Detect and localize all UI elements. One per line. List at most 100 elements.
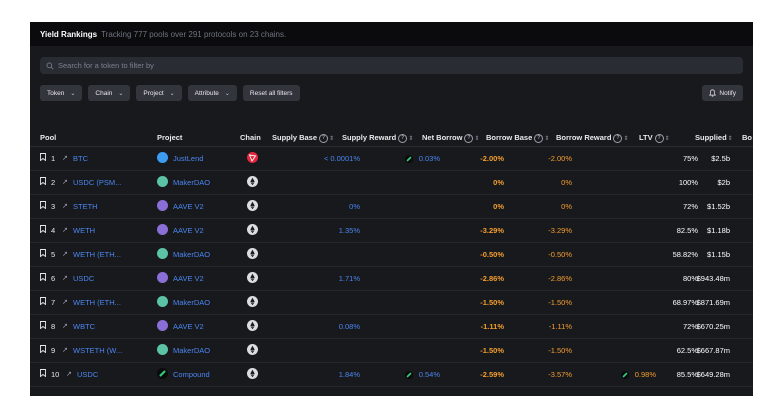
project-name-link[interactable]: MakerDAO xyxy=(173,298,211,307)
table-row[interactable]: 5 ↗ WETH (ETH... MakerDAO -0.50% -0.50% 58.82%… xyxy=(30,242,753,267)
pool-symbol-link[interactable]: USDC (PSM... xyxy=(73,178,122,187)
external-link-icon[interactable]: ↗ xyxy=(66,371,72,378)
column-supply-base[interactable]: Supply Base? ⇕ xyxy=(272,133,334,143)
column-label: Borrow Reward xyxy=(556,133,612,142)
sort-icon[interactable]: ⇕ xyxy=(623,136,629,142)
supply-base-value: < 0.0001% xyxy=(323,154,360,163)
column-chain[interactable]: Chain xyxy=(240,133,261,142)
chevron-down-icon: ⌄ xyxy=(70,90,76,97)
ltv-value: 100% xyxy=(678,178,698,187)
column-borrow-base[interactable]: Borrow Base? ⇕ xyxy=(486,133,549,143)
bookmark-icon[interactable] xyxy=(40,273,46,282)
bookmark-icon[interactable] xyxy=(40,369,46,378)
external-link-icon[interactable]: ↗ xyxy=(62,203,68,210)
table-row[interactable]: 3 ↗ STETH AAVE V2 0% 0% 0% 72% $1.52b xyxy=(30,194,753,219)
ltv: 72% xyxy=(683,322,698,331)
sort-icon[interactable]: ⇕ xyxy=(664,136,670,142)
notify-button[interactable]: Notify xyxy=(702,85,743,101)
pool-symbol-link[interactable]: WETH (ETH... xyxy=(73,298,121,307)
project-name-link[interactable]: AAVE V2 xyxy=(173,202,204,211)
table-row[interactable]: 1 ↗ BTC JustLend < 0.0001% 0.03% -2.00% -2.00% 7… xyxy=(30,146,753,171)
external-link-icon[interactable]: ↗ xyxy=(62,179,68,186)
bookmark-icon[interactable] xyxy=(40,153,46,162)
ltv-value: 72% xyxy=(682,322,698,331)
pool-symbol-link[interactable]: USDC xyxy=(73,274,95,283)
bookmark-icon[interactable] xyxy=(40,321,46,330)
pool-symbol-link[interactable]: WBTC xyxy=(73,322,96,331)
table-row[interactable]: 7 ↗ WETH (ETH... MakerDAO -1.50% -1.50% 68.97%… xyxy=(30,290,753,315)
search-icon xyxy=(46,62,54,69)
column-label: Net Borrow xyxy=(422,133,463,142)
column-label: Bo xyxy=(742,133,752,142)
column-project[interactable]: Project xyxy=(157,133,182,142)
column-borrow-reward[interactable]: Borrow Reward? ⇕ xyxy=(556,133,628,143)
column-net-borrow[interactable]: Net Borrow? ⇕ xyxy=(422,133,479,143)
help-icon[interactable]: ? xyxy=(398,133,408,143)
help-icon[interactable]: ? xyxy=(613,133,623,143)
external-link-icon[interactable]: ↗ xyxy=(62,251,68,258)
table-row[interactable]: 2 ↗ USDC (PSM... MakerDAO 0% 0% 100% $2b xyxy=(30,170,753,195)
pool-symbol-link[interactable]: USDC xyxy=(77,370,99,379)
project-name-link[interactable]: AAVE V2 xyxy=(173,322,204,331)
pool-symbol-link[interactable]: STETH xyxy=(73,202,98,211)
sort-icon[interactable]: ⇕ xyxy=(474,136,480,142)
sort-icon[interactable]: ⇕ xyxy=(544,136,550,142)
project-name-link[interactable]: MakerDAO xyxy=(173,178,211,187)
project-name-link[interactable]: MakerDAO xyxy=(173,346,211,355)
external-link-icon[interactable]: ↗ xyxy=(62,299,68,306)
filter-chain-button[interactable]: Chain ⌄ xyxy=(88,85,131,101)
sort-icon[interactable]: ⇕ xyxy=(408,136,414,142)
bookmark-icon[interactable] xyxy=(40,201,46,210)
sort-icon[interactable]: ⇕ xyxy=(727,136,733,142)
table-row[interactable]: 9 ↗ WSTETH (W... MakerDAO -1.50% -1.50% 62.5% $… xyxy=(30,338,753,363)
column-pool[interactable]: Pool xyxy=(40,133,56,142)
pool-symbol-link[interactable]: BTC xyxy=(73,154,88,163)
borrow-base-value: -2.00% xyxy=(548,154,572,163)
column-ltv[interactable]: LTV? ⇕ xyxy=(639,133,670,143)
filter-project-button[interactable]: Project ⌄ xyxy=(136,85,182,101)
help-icon[interactable]: ? xyxy=(464,133,474,143)
reset-filters-button[interactable]: Reset all filters xyxy=(242,85,300,101)
table-row[interactable]: 10 ↗ USDC Compound 1.84% 0.54% -2.59% -3.57% 0.9… xyxy=(30,362,753,387)
pool-symbol-link[interactable]: WSTETH (W... xyxy=(73,346,123,355)
bookmark-icon[interactable] xyxy=(40,249,46,258)
search-input[interactable]: Search for a token to filter by xyxy=(40,57,743,74)
supplied-value: $2b xyxy=(717,178,730,187)
bookmark-icon[interactable] xyxy=(40,225,46,234)
supplied-value: $670.25m xyxy=(696,322,730,331)
bookmark-icon[interactable] xyxy=(40,177,46,186)
project-name-link[interactable]: AAVE V2 xyxy=(173,226,204,235)
filter-label: Project xyxy=(143,89,164,97)
project-name-link[interactable]: AAVE V2 xyxy=(173,274,204,283)
supplied-value: $1.52b xyxy=(707,202,730,211)
external-link-icon[interactable]: ↗ xyxy=(62,347,68,354)
column-supply-reward[interactable]: Supply Reward? ⇕ xyxy=(342,133,413,143)
supply-base-value: 1.84% xyxy=(338,370,360,379)
project-name-link[interactable]: JustLend xyxy=(173,154,204,163)
external-link-icon[interactable]: ↗ xyxy=(62,275,68,282)
sort-icon[interactable]: ⇕ xyxy=(329,136,335,142)
external-link-icon[interactable]: ↗ xyxy=(62,323,68,330)
help-icon[interactable]: ? xyxy=(654,133,664,143)
borrow-base: -3.57% xyxy=(548,370,572,379)
external-link-icon[interactable]: ↗ xyxy=(62,227,68,234)
filter-attribute-button[interactable]: Attribute ⌄ xyxy=(187,85,237,101)
help-icon[interactable]: ? xyxy=(534,133,544,143)
column-supplied[interactable]: Supplied⇕ xyxy=(695,133,733,142)
column-extra[interactable]: Bo xyxy=(742,133,752,142)
external-link-icon[interactable]: ↗ xyxy=(62,155,68,162)
pool-rank: 7 xyxy=(51,298,56,307)
pool-symbol-link[interactable]: WETH (ETH... xyxy=(73,250,121,259)
table-row[interactable]: 4 ↗ WETH AAVE V2 1.35% -3.29% -3.29% 82.5% $1.18… xyxy=(30,218,753,243)
table-row[interactable]: 8 ↗ WBTC AAVE V2 0.08% -1.11% -1.11% 72% $670.25… xyxy=(30,314,753,339)
filter-token-button[interactable]: Token ⌄ xyxy=(40,85,83,101)
borrow-base: -3.29% xyxy=(548,226,572,235)
project-name-link[interactable]: Compound xyxy=(173,370,210,379)
supply-reward-value: 0.54% xyxy=(418,370,440,379)
pool-symbol-link[interactable]: WETH xyxy=(73,226,96,235)
bookmark-icon[interactable] xyxy=(40,345,46,354)
bookmark-icon[interactable] xyxy=(40,297,46,306)
project-name-link[interactable]: MakerDAO xyxy=(173,250,211,259)
help-icon[interactable]: ? xyxy=(319,133,329,143)
table-row[interactable]: 6 ↗ USDC AAVE V2 1.71% -2.86% -2.86% 80% $943.48… xyxy=(30,266,753,291)
